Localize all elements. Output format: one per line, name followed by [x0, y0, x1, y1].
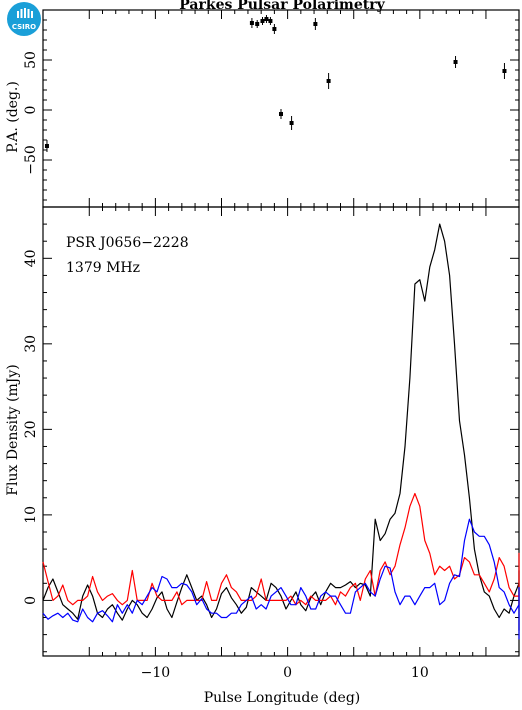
csiro-logo-text: CSIRO — [12, 23, 36, 31]
pa-point — [502, 69, 507, 73]
flux-y-tick-label: 10 — [23, 506, 39, 524]
pa-point — [453, 60, 458, 64]
pa-y-tick-label: 50 — [23, 51, 39, 69]
pa-point — [279, 112, 283, 116]
flux-y-tick-label: 30 — [23, 335, 39, 353]
pa-point — [326, 79, 331, 83]
x-tick-label: 10 — [411, 665, 429, 681]
csiro-logo-bar — [31, 11, 33, 18]
csiro-logo-bar — [20, 9, 23, 18]
pa-point — [255, 22, 260, 26]
frequency-annotation: 1379 MHz — [66, 260, 140, 276]
circular-polarization-line — [42, 518, 520, 640]
csiro-logo-bar — [27, 9, 30, 18]
flux-y-tick-label: 0 — [23, 596, 39, 605]
flux-axis-label: Flux Density (mJy) — [5, 364, 21, 495]
csiro-logo-bar — [17, 11, 19, 18]
pa-panel-frame — [42, 9, 520, 208]
x-tick-label: −10 — [141, 665, 171, 681]
flux-panel-frame — [42, 206, 520, 657]
pa-point — [272, 27, 277, 31]
pa-point — [264, 17, 269, 21]
pa-y-tick-label: −50 — [23, 145, 39, 175]
csiro-logo-bar — [24, 8, 26, 18]
flux-density-panel: −10 0 10 0 10 20 30 40 — [23, 10, 520, 681]
x-tick-label: 0 — [283, 665, 292, 681]
pa-point — [313, 22, 318, 26]
csiro-logo: CSIRO — [7, 2, 41, 36]
pa-y-tick-label: 0 — [23, 106, 39, 115]
pa-point — [268, 19, 273, 23]
pa-point — [260, 19, 265, 23]
pa-axis-label: P.A. (deg.) — [5, 81, 21, 153]
pa-point — [44, 144, 49, 148]
total-intensity-line — [42, 223, 520, 631]
pa-point — [289, 121, 294, 125]
pa-point — [249, 21, 254, 25]
flux-y-tick-label: 20 — [23, 420, 39, 438]
pulsar-name-annotation: PSR J0656−2228 — [66, 235, 189, 251]
csiro-logo-circle — [7, 2, 41, 36]
position-angle-panel: 50 0 −50 — [23, 9, 520, 208]
x-axis-label: Pulse Longitude (deg) — [204, 690, 361, 706]
flux-y-tick-label: 40 — [23, 249, 39, 267]
chart-title: Parkes Pulsar Polarimetry — [179, 0, 385, 13]
